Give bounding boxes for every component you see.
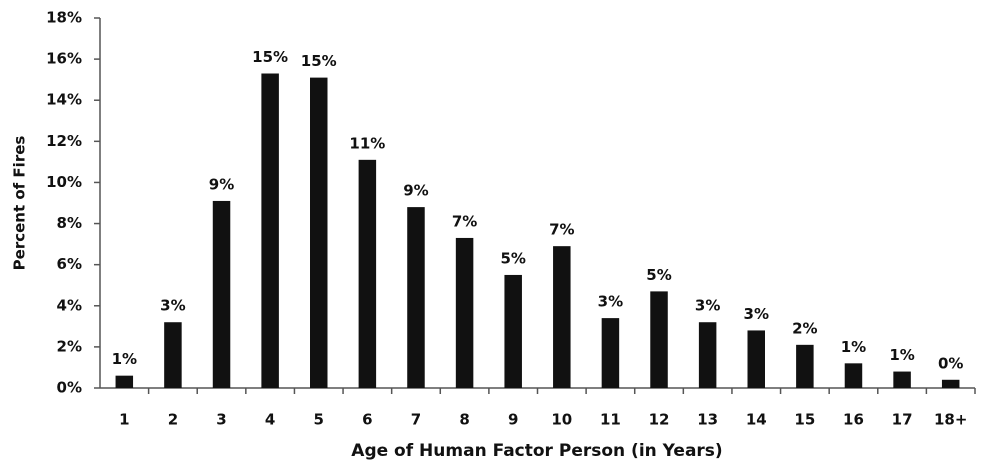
value-label: 7% [549,221,574,239]
value-label: 1% [112,350,137,368]
bar [698,322,717,388]
x-tick-label: 1 [119,411,129,429]
y-tick-label: 8% [57,214,82,232]
value-label: 9% [209,175,234,193]
value-label: 2% [792,319,817,337]
bar [164,322,182,388]
value-label: 1% [889,346,914,364]
y-tick-label: 2% [57,337,82,355]
x-axis-title: Age of Human Factor Person (in Years) [351,441,722,461]
y-tick-label: 12% [46,132,82,150]
y-tick-label: 0% [57,379,82,397]
bar [796,344,814,388]
x-tick-label: 2 [168,411,178,429]
y-tick-label: 6% [57,255,82,273]
x-tick-label: 6 [362,411,372,429]
x-tick-label: 15 [794,411,815,429]
value-label: 5% [500,249,525,267]
bar [747,330,765,388]
bar [455,237,474,388]
bar [261,73,279,388]
x-tick-label: 17 [892,411,913,429]
bar [407,207,425,388]
bar [601,318,620,388]
value-label: 1% [841,338,866,356]
value-label: 15% [252,48,288,66]
value-label: 7% [452,212,477,230]
bar [310,77,328,388]
y-tick-label: 4% [57,296,82,314]
value-label: 11% [349,134,385,152]
y-tick-label: 16% [46,50,82,68]
y-tick-label: 14% [46,91,82,109]
value-label: 3% [160,297,185,315]
x-tick-label: 8 [459,411,469,429]
x-tick-label: 14 [746,411,767,429]
bar [893,371,911,388]
x-tick-label: 12 [649,411,670,429]
value-label: 3% [598,293,623,311]
x-tick-label: 7 [411,411,421,429]
x-tick-label: 9 [508,411,518,429]
value-label: 0% [938,354,963,372]
value-label: 3% [695,297,720,315]
value-label: 3% [744,305,769,323]
bar [358,159,377,388]
value-label: 15% [301,52,337,70]
bar [650,291,668,388]
x-tick-label: 18+ [934,411,967,429]
x-tick-label: 4 [265,411,275,429]
x-tick-label: 10 [551,411,572,429]
x-tick-label: 3 [216,411,226,429]
x-tick-label: 13 [697,411,718,429]
y-axis-title: Percent of Fires [11,136,29,271]
bar [553,246,571,388]
bar [844,363,863,388]
y-tick-label: 10% [46,173,82,191]
bar [212,200,231,388]
x-tick-label: 5 [314,411,324,429]
bar [115,375,134,388]
y-tick-label: 18% [46,9,82,27]
x-tick-label: 11 [600,411,621,429]
bar [504,274,522,388]
bar [941,379,960,388]
x-tick-label: 16 [843,411,864,429]
value-label: 9% [403,182,428,200]
value-label: 5% [646,266,671,284]
